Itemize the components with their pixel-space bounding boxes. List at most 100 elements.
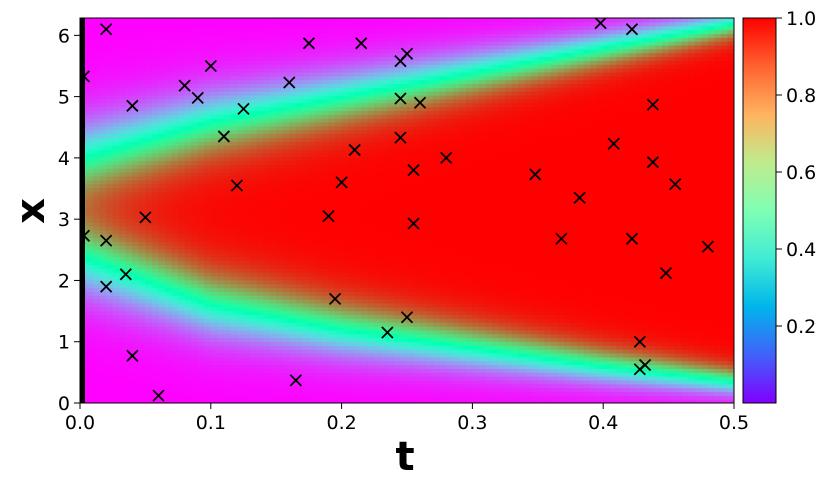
heatmap-cell bbox=[393, 195, 402, 200]
heatmap-cell bbox=[335, 376, 343, 381]
heatmap-cell bbox=[106, 387, 114, 393]
heatmap-cell bbox=[86, 52, 94, 58]
heatmap-cell bbox=[387, 156, 395, 162]
heatmap-cell bbox=[243, 64, 251, 69]
heatmap-cell bbox=[282, 291, 290, 296]
heatmap-cell bbox=[204, 356, 212, 362]
heatmap-cell bbox=[132, 48, 140, 54]
heatmap-cell bbox=[374, 341, 382, 346]
heatmap-cell bbox=[151, 333, 160, 339]
heatmap-cell bbox=[328, 195, 336, 200]
heatmap-cell bbox=[99, 98, 107, 104]
heatmap-cell bbox=[276, 364, 284, 369]
heatmap-cell bbox=[256, 25, 264, 31]
heatmap-cell bbox=[335, 318, 343, 323]
heatmap-cell bbox=[132, 202, 140, 208]
heatmap-cell bbox=[86, 48, 94, 54]
heatmap-cell bbox=[315, 368, 323, 373]
heatmap-cell bbox=[210, 21, 218, 27]
heatmap-cell bbox=[86, 56, 94, 61]
heatmap-cell bbox=[282, 287, 290, 292]
heatmap-cell bbox=[236, 345, 245, 350]
heatmap-cell bbox=[269, 152, 277, 158]
heatmap-cell bbox=[276, 133, 284, 138]
heatmap-cell bbox=[321, 387, 330, 393]
heatmap-cell bbox=[93, 114, 101, 119]
heatmap-cell bbox=[243, 287, 251, 292]
heatmap-cell bbox=[178, 356, 186, 362]
heatmap-cell bbox=[178, 60, 186, 65]
heatmap-cell bbox=[93, 210, 101, 215]
heatmap-cell bbox=[86, 241, 94, 246]
heatmap-cell bbox=[138, 64, 146, 69]
heatmap-cell bbox=[295, 233, 303, 239]
heatmap-cell bbox=[151, 175, 160, 181]
heatmap-cell bbox=[191, 326, 199, 331]
heatmap-cell bbox=[171, 156, 179, 162]
heatmap-cell bbox=[374, 152, 382, 158]
heatmap-cell bbox=[276, 41, 284, 46]
heatmap-cell bbox=[289, 44, 297, 50]
heatmap-field bbox=[80, 18, 734, 403]
heatmap-cell bbox=[223, 56, 232, 61]
heatmap-cell bbox=[256, 172, 264, 177]
heatmap-cell bbox=[328, 260, 336, 265]
heatmap-cell bbox=[308, 95, 317, 100]
heatmap-cell bbox=[106, 33, 114, 38]
heatmap-cell bbox=[132, 206, 140, 212]
heatmap-cell bbox=[165, 222, 173, 227]
heatmap-cell bbox=[393, 376, 402, 381]
heatmap-cell bbox=[250, 360, 258, 366]
heatmap-cell bbox=[341, 118, 349, 123]
heatmap-cell bbox=[158, 210, 166, 215]
heatmap-cell bbox=[354, 141, 362, 146]
heatmap-cell bbox=[106, 137, 114, 142]
heatmap-cell bbox=[243, 141, 251, 146]
heatmap-cell bbox=[132, 118, 140, 123]
heatmap-cell bbox=[217, 68, 225, 73]
heatmap-cell bbox=[302, 237, 310, 242]
heatmap-cell bbox=[119, 383, 127, 389]
heatmap-cell bbox=[380, 121, 388, 127]
heatmap-cell bbox=[197, 37, 205, 42]
heatmap-cell bbox=[321, 349, 330, 354]
heatmap-cell bbox=[236, 121, 245, 127]
heatmap-cell bbox=[269, 175, 277, 181]
heatmap-cell bbox=[263, 268, 271, 273]
heatmap-cell bbox=[302, 372, 310, 377]
heatmap-cell bbox=[223, 225, 232, 231]
heatmap-cell bbox=[282, 314, 290, 319]
heatmap-cell bbox=[184, 279, 192, 285]
heatmap-cell bbox=[380, 37, 388, 42]
heatmap-cell bbox=[125, 299, 133, 304]
heatmap-cell bbox=[86, 137, 94, 142]
heatmap-cell bbox=[341, 349, 349, 354]
heatmap-cell bbox=[276, 287, 284, 292]
heatmap-cell bbox=[387, 225, 395, 231]
heatmap-cell bbox=[269, 29, 277, 34]
heatmap-cell bbox=[269, 283, 277, 289]
heatmap-cell bbox=[276, 249, 284, 254]
heatmap-cell bbox=[250, 18, 258, 23]
heatmap-cell bbox=[106, 345, 114, 350]
heatmap-cell bbox=[119, 352, 127, 358]
heatmap-cell bbox=[138, 376, 146, 381]
heatmap-cell bbox=[289, 172, 297, 177]
heatmap-cell bbox=[86, 175, 94, 181]
heatmap-cell bbox=[302, 83, 310, 88]
heatmap-cell bbox=[269, 164, 277, 169]
heatmap-cell bbox=[223, 229, 232, 235]
heatmap-cell bbox=[250, 349, 258, 354]
heatmap-cell bbox=[315, 202, 323, 208]
heatmap-cell bbox=[308, 395, 317, 400]
heatmap-cell bbox=[321, 83, 330, 88]
heatmap-cell bbox=[335, 233, 343, 239]
heatmap-cell bbox=[86, 106, 94, 111]
heatmap-cell bbox=[223, 75, 232, 81]
heatmap-cell bbox=[302, 118, 310, 123]
heatmap-cell bbox=[321, 222, 330, 227]
heatmap-cell bbox=[276, 114, 284, 119]
heatmap-cell bbox=[361, 83, 369, 88]
heatmap-cell bbox=[99, 306, 107, 312]
heatmap-cell bbox=[106, 118, 114, 123]
